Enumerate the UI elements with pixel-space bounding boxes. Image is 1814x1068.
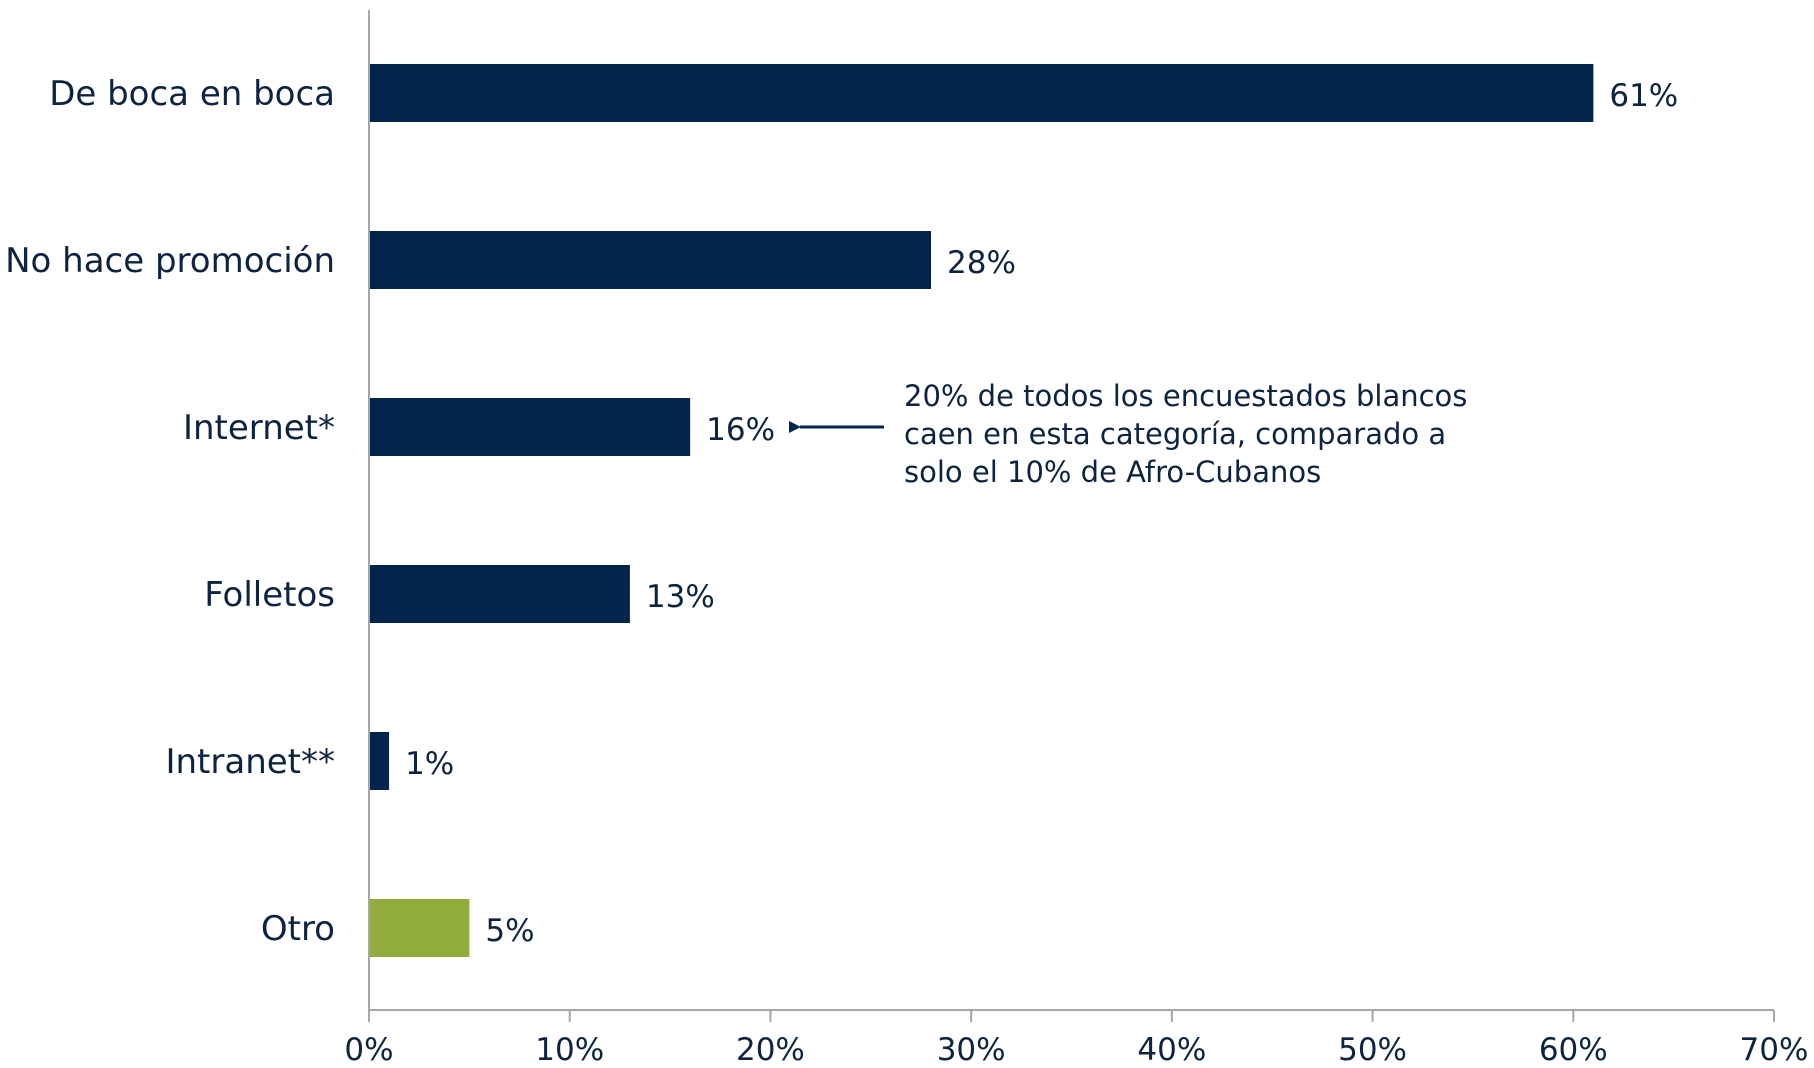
- value-label-intranet: 1%: [405, 746, 454, 782]
- annotation-text: 20% de todos los encuestados blancos caen…: [904, 379, 1467, 489]
- x-tick-label: 20%: [736, 1032, 805, 1068]
- category-label-internet: Internet*: [183, 408, 335, 448]
- bar-intranet: [369, 732, 390, 790]
- value-label-folletos: 13%: [646, 579, 715, 615]
- x-tick-label: 10%: [535, 1032, 604, 1068]
- bar-otro: [369, 899, 470, 957]
- bars-layer: De boca en boca 61% No hace promoción 28% In…: [5, 64, 1678, 957]
- value-label-internet: 16%: [706, 412, 775, 448]
- category-label-no-hace-promocion: No hace promoción: [5, 241, 335, 281]
- bar-internet: [369, 398, 691, 456]
- category-label-intranet: Intranet**: [165, 742, 335, 782]
- annotation: 20% de todos los encuestados blancos caen…: [789, 379, 1467, 489]
- annotation-line: solo el 10% de Afro-Cubanos: [904, 455, 1321, 489]
- x-tick-label: 30%: [937, 1032, 1006, 1068]
- annotation-line: caen en esta categoría, comparado a: [904, 417, 1446, 451]
- annotation-line: 20% de todos los encuestados blancos: [904, 379, 1467, 413]
- x-tick-label: 60%: [1539, 1032, 1608, 1068]
- x-tick-label: 50%: [1338, 1032, 1407, 1068]
- x-tick-label: 0%: [344, 1032, 393, 1068]
- x-tick-label: 40%: [1137, 1032, 1206, 1068]
- bar-folletos: [369, 565, 630, 623]
- value-label-de-boca-en-boca: 61%: [1609, 78, 1678, 114]
- category-label-de-boca-en-boca: De boca en boca: [49, 74, 335, 114]
- value-label-no-hace-promocion: 28%: [947, 245, 1016, 281]
- value-label-otro: 5%: [485, 913, 534, 949]
- bar-no-hace-promocion: [369, 231, 931, 289]
- x-axis: 0% 10% 20% 30% 40% 50% 60% 70%: [344, 10, 1808, 1068]
- bar-de-boca-en-boca: [369, 64, 1594, 122]
- category-label-otro: Otro: [261, 909, 335, 949]
- x-tick-label: 70%: [1740, 1032, 1809, 1068]
- category-label-folletos: Folletos: [204, 575, 335, 615]
